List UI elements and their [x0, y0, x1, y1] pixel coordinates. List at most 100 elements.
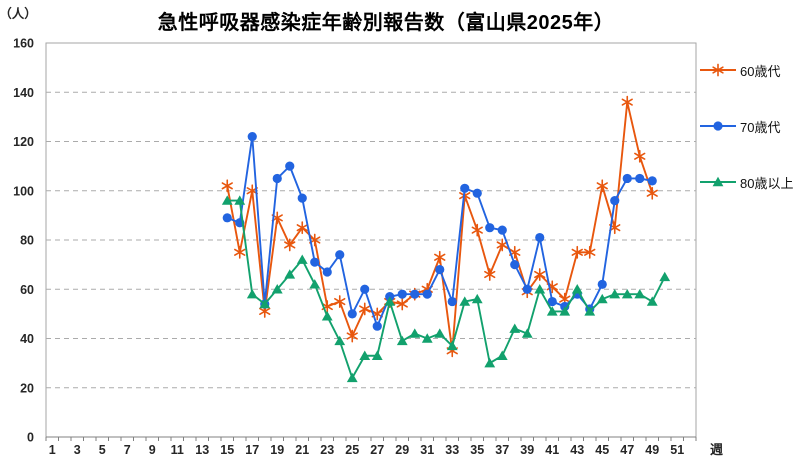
data-point-80歳以上 — [609, 288, 621, 299]
data-point-60歳代 — [596, 179, 608, 193]
x-tick-label: 1 — [49, 443, 56, 457]
data-point-80歳以上 — [246, 288, 258, 299]
data-point-60歳代 — [346, 329, 358, 343]
data-point-80歳以上 — [321, 311, 333, 321]
data-point-60歳代 — [434, 250, 446, 264]
legend-item-60s: 60歳代 — [698, 62, 780, 79]
data-point-70歳代 — [460, 183, 470, 193]
x-tick-label: 13 — [195, 443, 209, 457]
data-point-70歳代 — [547, 296, 557, 307]
data-point-70歳代 — [597, 279, 607, 289]
legend-label: 70歳代 — [740, 119, 781, 135]
data-point-60歳代 — [484, 268, 496, 281]
x-tick-label: 45 — [595, 443, 609, 457]
data-point-80歳以上 — [634, 288, 646, 299]
data-point-70歳代 — [360, 284, 370, 294]
data-point-70歳代 — [622, 173, 632, 184]
data-point-80歳以上 — [659, 271, 671, 282]
data-point-80歳以上 — [496, 350, 508, 360]
data-point-70歳代 — [335, 250, 345, 260]
y-tick-label: 140 — [13, 86, 34, 100]
y-tick-label: 160 — [13, 37, 34, 51]
x-tick-label: 41 — [545, 443, 559, 457]
data-point-70歳代 — [522, 284, 532, 294]
data-point-70歳代 — [485, 223, 495, 233]
data-point-80歳以上 — [234, 195, 246, 205]
x-tick-label: 19 — [270, 443, 284, 457]
legend-marker-circle-icon — [700, 121, 736, 131]
y-axis-unit-label: （人） — [0, 6, 37, 21]
x-tick-label: 31 — [420, 443, 434, 457]
data-point-80歳以上 — [621, 288, 633, 299]
data-point-80歳以上 — [596, 293, 608, 304]
data-point-80歳以上 — [221, 195, 233, 205]
data-point-60歳代 — [534, 268, 546, 281]
x-tick-label: 37 — [495, 443, 509, 457]
data-point-60歳代 — [221, 179, 233, 193]
data-point-70歳代 — [610, 196, 620, 206]
data-point-80歳以上 — [459, 296, 471, 306]
chart-title: 急性呼吸器感染症年齢別報告数（富山県2025年） — [157, 12, 615, 34]
x-tick-label: 49 — [645, 443, 659, 457]
legend-marker-glyph — [713, 121, 723, 131]
data-point-70歳代 — [472, 188, 482, 198]
x-tick-label: 15 — [220, 443, 234, 457]
data-point-70歳代 — [447, 296, 457, 307]
data-point-80歳以上 — [259, 298, 271, 309]
legend-marker-asterisk-icon — [700, 63, 736, 77]
legend-marker-triangle-icon — [700, 176, 736, 187]
data-point-70歳代 — [247, 131, 257, 142]
data-point-80歳以上 — [271, 284, 283, 294]
data-point-70歳代 — [297, 193, 307, 203]
data-point-70歳代 — [397, 289, 407, 299]
x-tick-label: 9 — [149, 443, 156, 457]
x-tick-label: 27 — [370, 443, 384, 457]
data-point-60歳代 — [396, 297, 408, 311]
y-tick-label: 20 — [20, 381, 34, 395]
data-point-70歳代 — [322, 267, 332, 277]
x-tick-label: 3 — [74, 443, 81, 457]
x-axis-unit-label: 週 — [710, 442, 723, 457]
y-tick-label: 120 — [13, 135, 34, 149]
data-point-70歳代 — [272, 173, 282, 184]
data-point-80歳以上 — [296, 254, 308, 264]
data-point-80歳以上 — [346, 372, 358, 383]
data-point-60歳代 — [359, 302, 371, 316]
data-point-60歳代 — [621, 95, 633, 109]
data-point-70歳代 — [222, 213, 232, 223]
x-tick-label: 51 — [670, 443, 684, 457]
data-point-70歳代 — [410, 289, 420, 299]
data-point-60歳代 — [296, 221, 308, 235]
data-point-80歳以上 — [521, 328, 533, 338]
data-point-80歳以上 — [484, 357, 496, 368]
data-point-70歳代 — [647, 176, 657, 186]
legend-label: 80歳以上 — [740, 175, 794, 191]
data-point-70歳代 — [347, 309, 357, 319]
data-point-70歳代 — [535, 232, 545, 243]
x-tick-label: 5 — [99, 443, 106, 457]
legend-item-70s: 70歳代 — [698, 118, 781, 135]
data-point-70歳代 — [635, 173, 645, 184]
data-point-70歳代 — [510, 260, 520, 270]
data-point-80歳以上 — [409, 328, 421, 338]
data-point-80歳以上 — [359, 350, 371, 360]
y-tick-label: 0 — [27, 431, 34, 445]
x-tick-label: 25 — [345, 443, 359, 457]
data-point-60歳代 — [334, 295, 346, 308]
x-tick-label: 21 — [295, 443, 309, 457]
data-point-60歳代 — [646, 186, 658, 200]
data-point-80歳以上 — [546, 306, 558, 316]
data-point-80歳以上 — [571, 284, 583, 294]
data-point-80歳以上 — [584, 306, 596, 316]
x-tick-label: 47 — [620, 443, 634, 457]
data-point-80歳以上 — [396, 335, 408, 346]
data-point-80歳以上 — [471, 293, 483, 304]
data-point-80歳以上 — [446, 340, 458, 351]
data-point-70歳代 — [372, 321, 382, 331]
data-point-80歳以上 — [371, 350, 383, 360]
y-tick-label: 60 — [20, 283, 34, 297]
data-point-60歳代 — [571, 245, 583, 259]
x-tick-label: 11 — [171, 443, 184, 457]
